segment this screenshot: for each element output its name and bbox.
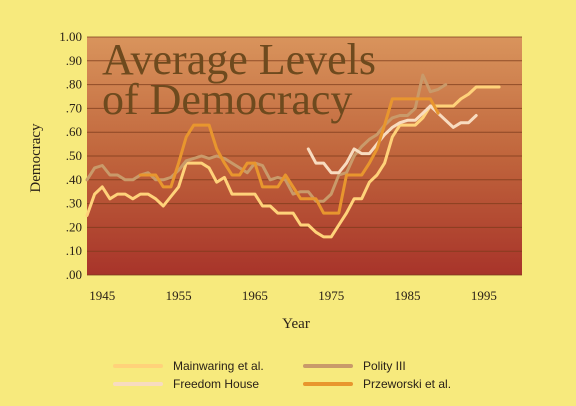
x-tick-label: 1955 [166,288,192,303]
x-tick-label: 1985 [395,288,421,303]
legend-label: Freedom House [173,377,259,391]
y-tick-label: .80 [66,77,82,92]
series-line-4 [138,97,440,215]
legend-label: Polity III [363,359,406,373]
y-tick-label: .10 [66,243,82,258]
y-tick-label: .90 [66,53,82,68]
y-tick-label: .50 [66,148,82,163]
x-tick-label: 1965 [242,288,268,303]
y-tick-label: 1.00 [59,29,82,44]
y-tick-label: .40 [66,172,82,187]
y-tick-labels: .00 .10 .20 .30 .40 .50 .60 .70 .80 .90 1.00 [59,29,82,282]
x-tick-label: 1945 [89,288,115,303]
y-tick-label: .60 [66,124,82,139]
y-tick-label: .70 [66,100,82,115]
y-tick-label: .20 [66,219,82,234]
y-axis-title: Democracy [28,123,44,193]
chart-title-line: of Democracy [102,75,352,124]
x-tick-labels: 1945 1955 1965 1975 1985 1995 [89,288,497,303]
chart-title-line: Average Levels [102,35,376,84]
gridlines [87,36,522,276]
x-tick-label: 1995 [471,288,497,303]
series-lines [85,73,501,239]
legend-label: Przeworski et al. [363,377,451,391]
x-axis-title: Year [282,316,310,332]
legend-label: Mainwaring et al. [173,359,264,373]
series-line-3 [306,104,478,175]
y-tick-label: .00 [66,267,82,282]
y-tick-label: .30 [66,196,82,211]
legend: Mainwaring et al. Freedom House Polity III… [113,359,451,391]
x-tick-label: 1975 [318,288,344,303]
